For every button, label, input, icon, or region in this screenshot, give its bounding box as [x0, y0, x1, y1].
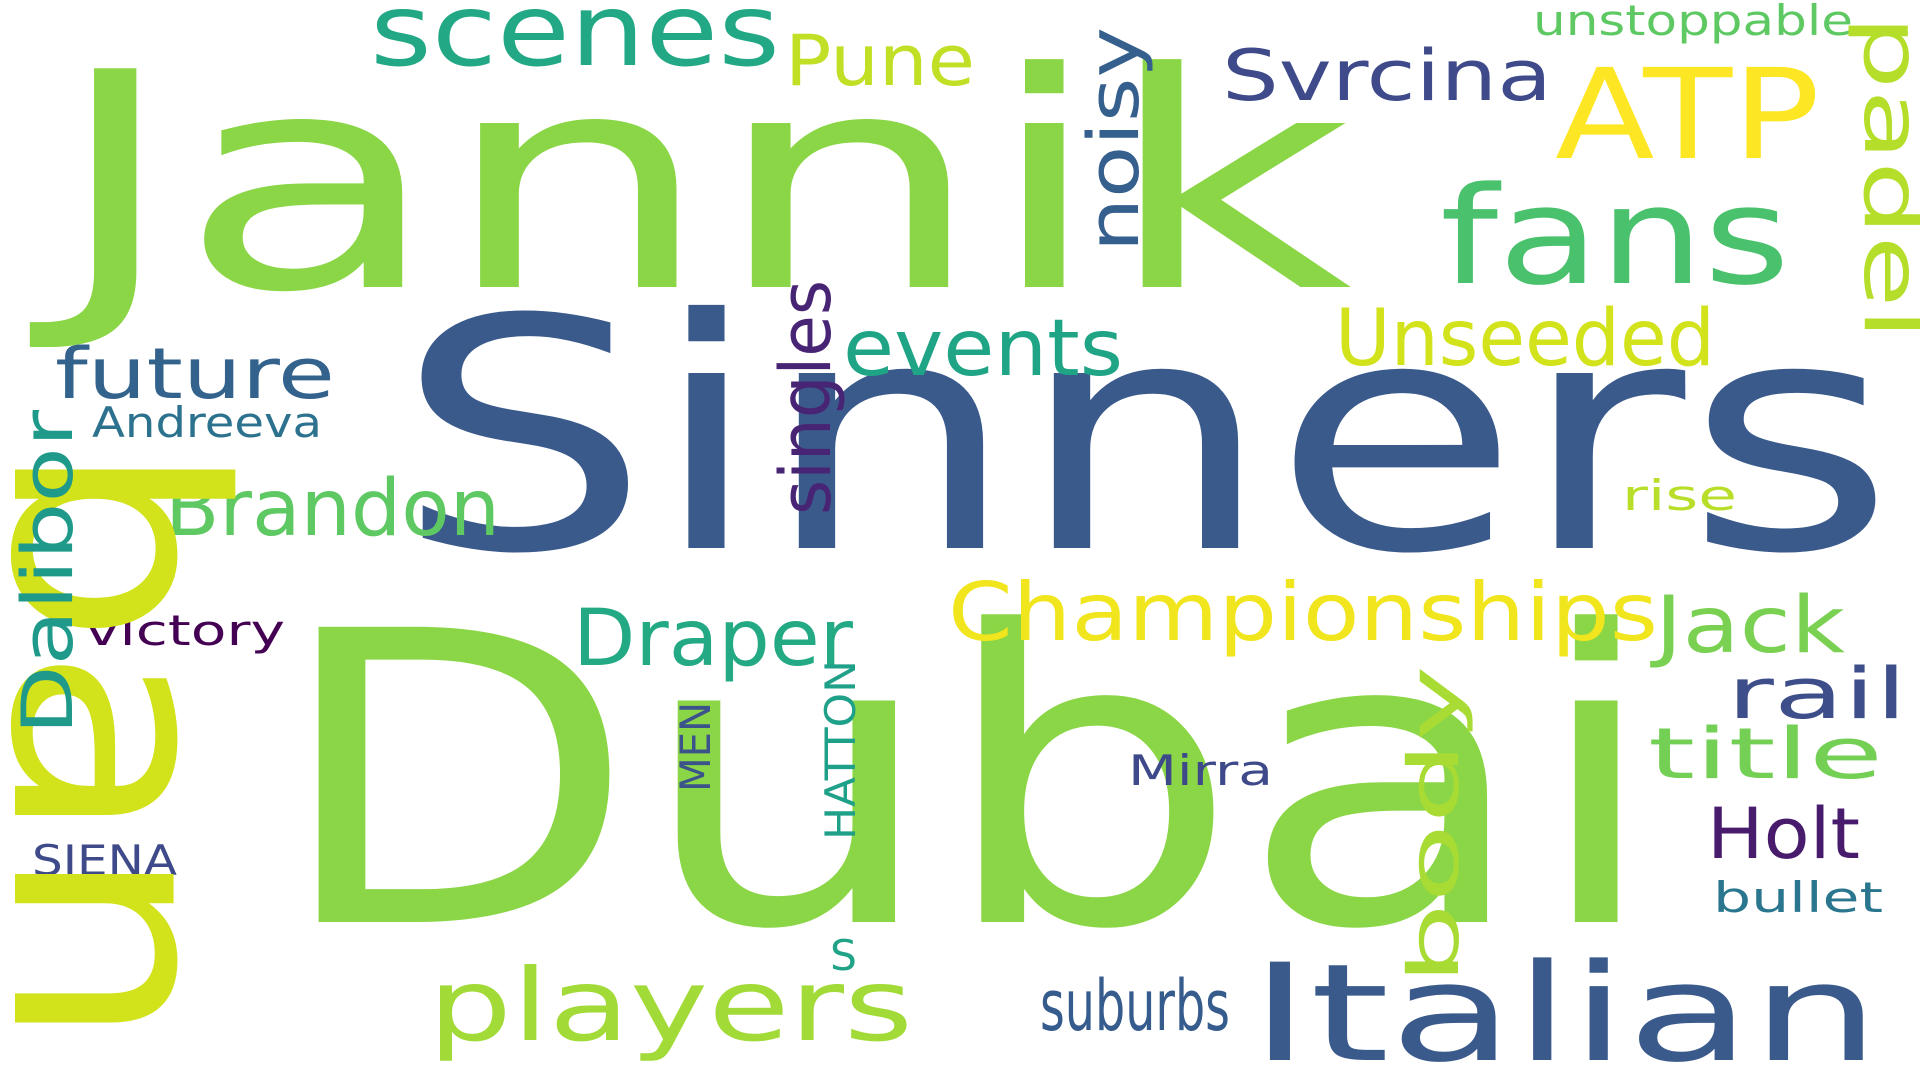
word-fans: fans: [1440, 158, 1790, 315]
word-italian: Italian: [1250, 935, 1880, 1080]
word-rail: rail: [1727, 653, 1907, 735]
word-bullet: bullet: [1713, 873, 1883, 922]
word-holt: Holt: [1707, 793, 1860, 875]
word-pune: Pune: [785, 20, 975, 102]
word-s: S: [830, 931, 857, 980]
word-suburbs: body: [1393, 665, 1475, 985]
word-singles: padel: [1846, 15, 1920, 340]
word-victory: victory: [85, 606, 285, 655]
word-ban: ban: [0, 440, 283, 1050]
word-dubai: Dubai: [272, 546, 1662, 1018]
word-brandon: Brandon: [165, 464, 500, 554]
word-events: events: [843, 304, 1123, 394]
word-players: players: [428, 947, 913, 1064]
word-title: title: [1648, 713, 1883, 795]
word-championships: Championships: [948, 566, 1658, 659]
word-scenes: scenes: [370, 0, 780, 89]
word-unstoppable: unstoppable: [1533, 0, 1853, 45]
word-noisy: singles: [765, 280, 847, 515]
word-svrcina: Svrcina: [1222, 35, 1552, 117]
word-mirra: Mirra: [1128, 746, 1273, 795]
word-siena: SIENA: [32, 836, 177, 885]
word-dalibor: Dalibor: [7, 410, 89, 735]
word-future: future: [55, 333, 335, 415]
word-andreeva: Andreeva: [92, 398, 322, 447]
word-unseeded: Unseeded: [1335, 294, 1715, 384]
word-hatton: HATTON: [816, 660, 865, 840]
word-padel: noisy: [1073, 27, 1155, 252]
word-jack: Jack: [1649, 581, 1845, 671]
word-men: MEN: [671, 702, 720, 792]
word-sinners: Sinners: [395, 252, 1895, 624]
word-atp: ATP: [1555, 43, 1820, 188]
word-draper: Draper: [573, 594, 854, 684]
word-rise: rise: [1622, 471, 1737, 520]
word-body: suburbs: [1040, 965, 1230, 1047]
word-jannik: Jannik: [25, 9, 1352, 358]
